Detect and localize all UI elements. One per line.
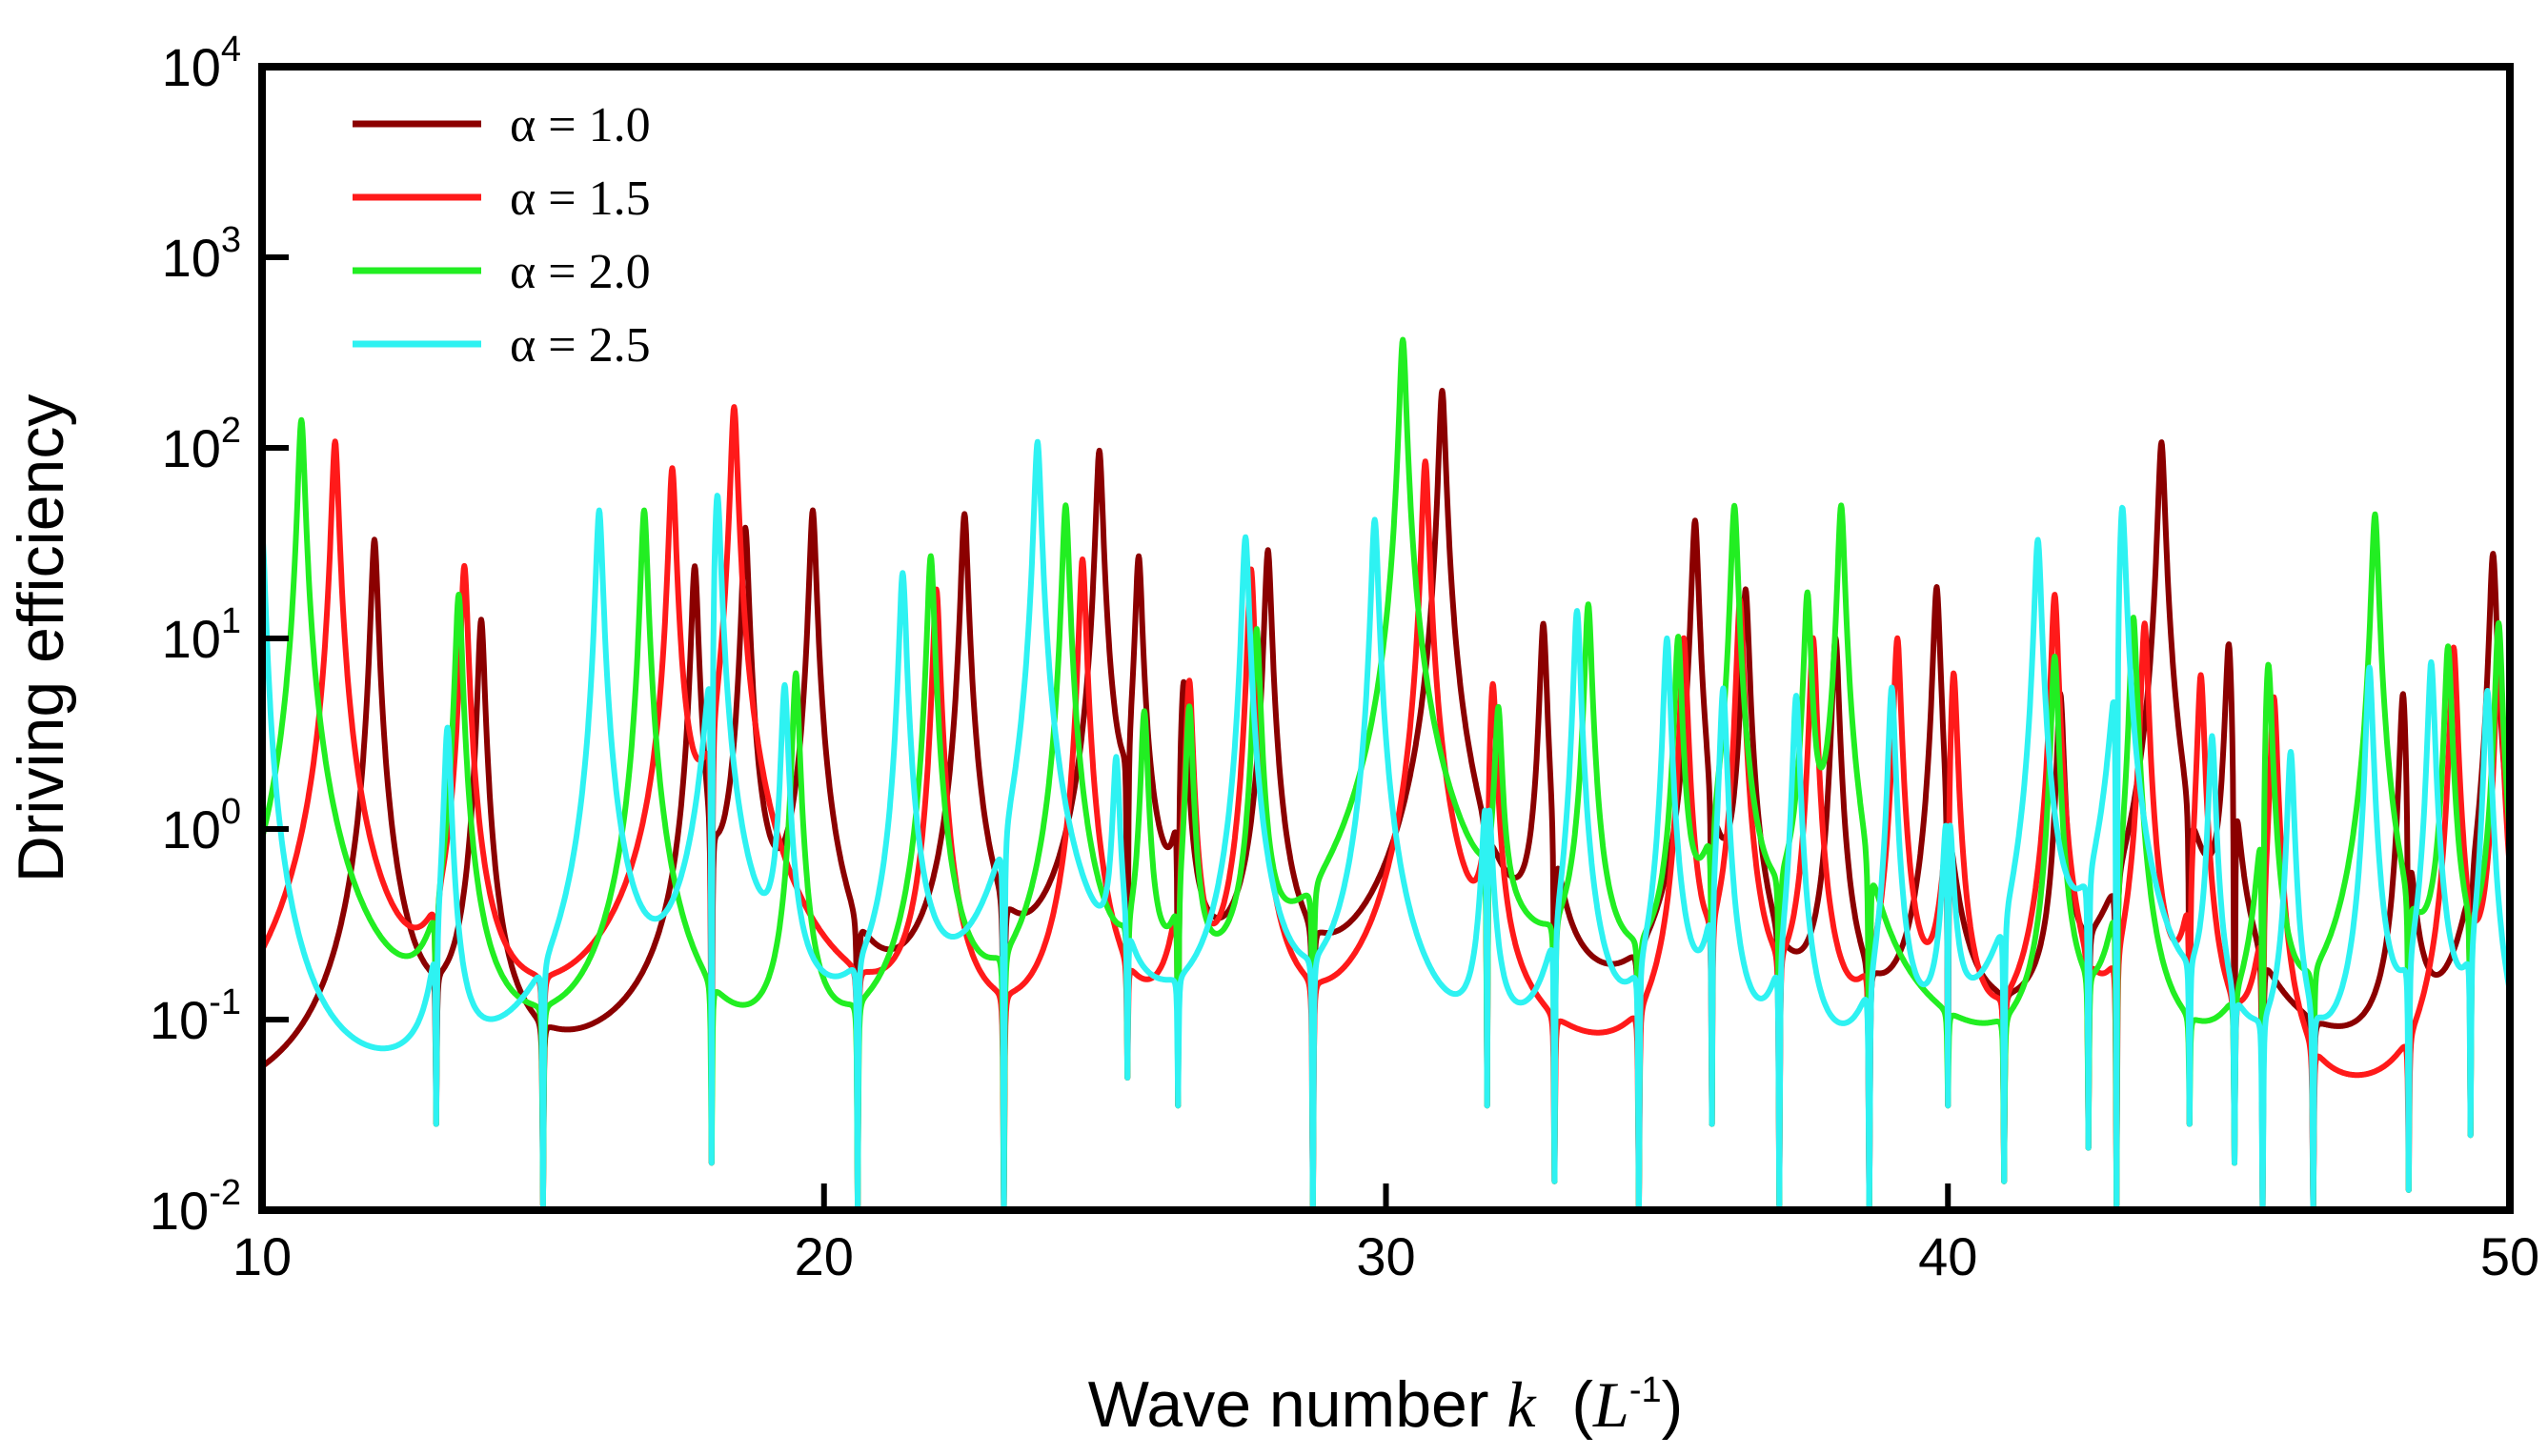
x-axis-label: Wave number k (L-1) xyxy=(1088,1368,1684,1441)
x-tick-label: 30 xyxy=(1356,1226,1415,1286)
x-axis-label-unit-exp: -1 xyxy=(1629,1370,1662,1410)
legend-label: α = 2.0 xyxy=(510,245,651,299)
y-tick-label-exp: 3 xyxy=(221,220,241,260)
y-tick-label: 102 xyxy=(162,411,241,478)
y-tick-label-base: 10 xyxy=(150,990,209,1050)
y-tick-label-base: 10 xyxy=(162,609,221,669)
y-tick-label-exp: 0 xyxy=(221,792,241,832)
x-tick-labels: 10 20 30 40 50 xyxy=(233,1226,2539,1286)
y-tick-label-exp: -2 xyxy=(209,1173,241,1213)
x-axis-label-var: k xyxy=(1507,1368,1537,1441)
x-axis-label-unit-close: ) xyxy=(1662,1368,1684,1441)
legend-label: α = 2.5 xyxy=(510,318,651,373)
y-tick-label: 10-1 xyxy=(150,982,241,1050)
y-tick-label-base: 10 xyxy=(162,418,221,478)
legend-label: α = 1.0 xyxy=(510,98,651,152)
x-axis-label-prefix: Wave number xyxy=(1088,1368,1507,1441)
y-tick-label: 101 xyxy=(162,601,241,669)
x-tick-label: 50 xyxy=(2480,1226,2539,1286)
y-tick-label-exp: -1 xyxy=(209,982,241,1022)
y-tick-label-base: 10 xyxy=(162,799,221,859)
series-layer xyxy=(262,336,2510,1210)
legend: α = 1.0 α = 1.5 α = 2.0 α = 2.5 xyxy=(353,98,651,373)
y-tick-label-exp: 1 xyxy=(221,601,241,641)
y-tick-label-base: 10 xyxy=(162,228,221,288)
legend-label: α = 1.5 xyxy=(510,172,651,226)
y-tick-label-exp: 4 xyxy=(221,30,241,70)
y-tick-label: 10-2 xyxy=(150,1173,241,1241)
series-line-2 xyxy=(262,404,2510,1210)
x-axis-label-unit-base: L xyxy=(1592,1368,1629,1441)
y-tick-label: 104 xyxy=(162,30,241,97)
series-line-4 xyxy=(262,438,2510,1210)
axis-ticks xyxy=(259,64,2513,1213)
y-axis-label: Driving efficiency xyxy=(5,394,77,883)
series-line-3 xyxy=(262,336,2510,1210)
y-tick-label: 100 xyxy=(162,792,241,859)
x-tick-label: 20 xyxy=(795,1226,854,1286)
x-tick-label: 10 xyxy=(233,1226,292,1286)
y-tick-label-base: 10 xyxy=(162,37,221,97)
x-tick-label: 40 xyxy=(1918,1226,1977,1286)
x-axis-label-unit-open: ( xyxy=(1536,1368,1594,1441)
y-tick-label-exp: 2 xyxy=(221,411,241,451)
y-tick-label-base: 10 xyxy=(150,1181,209,1241)
y-tick-label: 103 xyxy=(162,220,241,288)
